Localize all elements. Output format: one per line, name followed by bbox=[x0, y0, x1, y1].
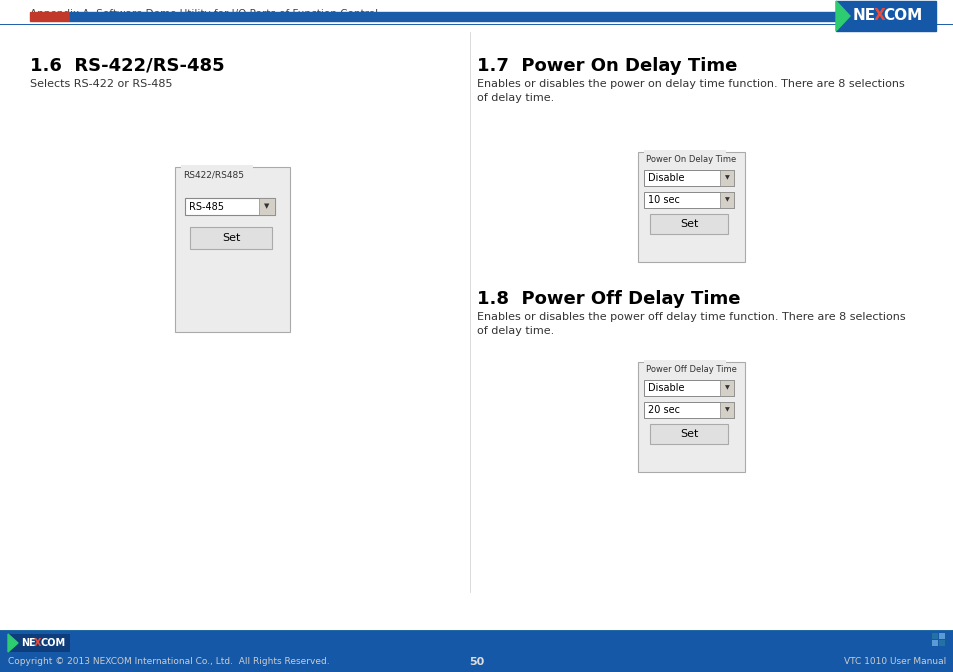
Text: X: X bbox=[873, 9, 884, 24]
Text: X: X bbox=[34, 638, 42, 648]
Text: COM: COM bbox=[41, 638, 66, 648]
Bar bbox=[8, 634, 70, 652]
Bar bbox=[258, 198, 274, 215]
Text: Set: Set bbox=[222, 233, 240, 243]
Bar bbox=[720, 170, 733, 186]
Bar bbox=[638, 362, 744, 472]
Bar bbox=[643, 380, 733, 396]
Bar bbox=[643, 360, 725, 370]
Text: 50: 50 bbox=[469, 657, 484, 667]
Text: Power On Delay Time: Power On Delay Time bbox=[645, 155, 736, 164]
Bar bbox=[643, 402, 733, 418]
Text: 1.6  RS-422/RS-485: 1.6 RS-422/RS-485 bbox=[30, 57, 224, 75]
Text: 20 sec: 20 sec bbox=[647, 405, 679, 415]
Text: VTC 1010 User Manual: VTC 1010 User Manual bbox=[842, 657, 945, 667]
Text: ▼: ▼ bbox=[264, 204, 270, 210]
Bar bbox=[720, 380, 733, 396]
Text: NE: NE bbox=[21, 638, 35, 648]
Bar bbox=[185, 198, 274, 215]
Bar bbox=[720, 402, 733, 418]
Text: NE: NE bbox=[852, 9, 875, 24]
Bar bbox=[174, 167, 290, 332]
Bar bbox=[181, 165, 253, 175]
Text: RS422/RS485: RS422/RS485 bbox=[183, 170, 244, 179]
Bar bbox=[70, 12, 926, 21]
Text: ▼: ▼ bbox=[724, 407, 729, 413]
Text: Disable: Disable bbox=[647, 383, 684, 393]
Text: Appendix A: Software Demo Utility for I/O Ports of Function Control: Appendix A: Software Demo Utility for I/… bbox=[30, 9, 377, 19]
Bar bbox=[938, 640, 944, 646]
Text: 1.7  Power On Delay Time: 1.7 Power On Delay Time bbox=[476, 57, 737, 75]
Text: 10 sec: 10 sec bbox=[647, 195, 679, 205]
Bar bbox=[643, 192, 733, 208]
Text: ▼: ▼ bbox=[724, 198, 729, 202]
Text: RS-485: RS-485 bbox=[189, 202, 224, 212]
Bar bbox=[931, 633, 937, 639]
Bar bbox=[643, 150, 725, 160]
Bar bbox=[835, 1, 935, 31]
Text: 1.8  Power Off Delay Time: 1.8 Power Off Delay Time bbox=[476, 290, 740, 308]
Text: Power Off Delay Time: Power Off Delay Time bbox=[645, 365, 736, 374]
Bar bbox=[0, 630, 953, 672]
Bar bbox=[938, 633, 944, 639]
Bar bbox=[643, 170, 733, 186]
Bar bbox=[649, 214, 727, 234]
Text: Copyright © 2013 NEXCOM International Co., Ltd.  All Rights Reserved.: Copyright © 2013 NEXCOM International Co… bbox=[8, 657, 330, 667]
Bar bbox=[30, 12, 70, 21]
Text: Selects RS-422 or RS-485: Selects RS-422 or RS-485 bbox=[30, 79, 172, 89]
Text: COM: COM bbox=[882, 9, 922, 24]
Bar bbox=[190, 227, 272, 249]
Text: ▼: ▼ bbox=[724, 386, 729, 390]
Text: Enables or disables the power off delay time function. There are 8 selections
of: Enables or disables the power off delay … bbox=[476, 312, 904, 336]
Text: Set: Set bbox=[679, 429, 698, 439]
Polygon shape bbox=[835, 1, 849, 31]
Text: ▼: ▼ bbox=[724, 175, 729, 181]
Text: Set: Set bbox=[679, 219, 698, 229]
Text: Disable: Disable bbox=[647, 173, 684, 183]
Polygon shape bbox=[8, 634, 18, 652]
Bar bbox=[931, 640, 937, 646]
Bar bbox=[638, 152, 744, 262]
Text: Enables or disables the power on delay time function. There are 8 selections
of : Enables or disables the power on delay t… bbox=[476, 79, 903, 103]
Bar bbox=[720, 192, 733, 208]
Bar bbox=[649, 424, 727, 444]
